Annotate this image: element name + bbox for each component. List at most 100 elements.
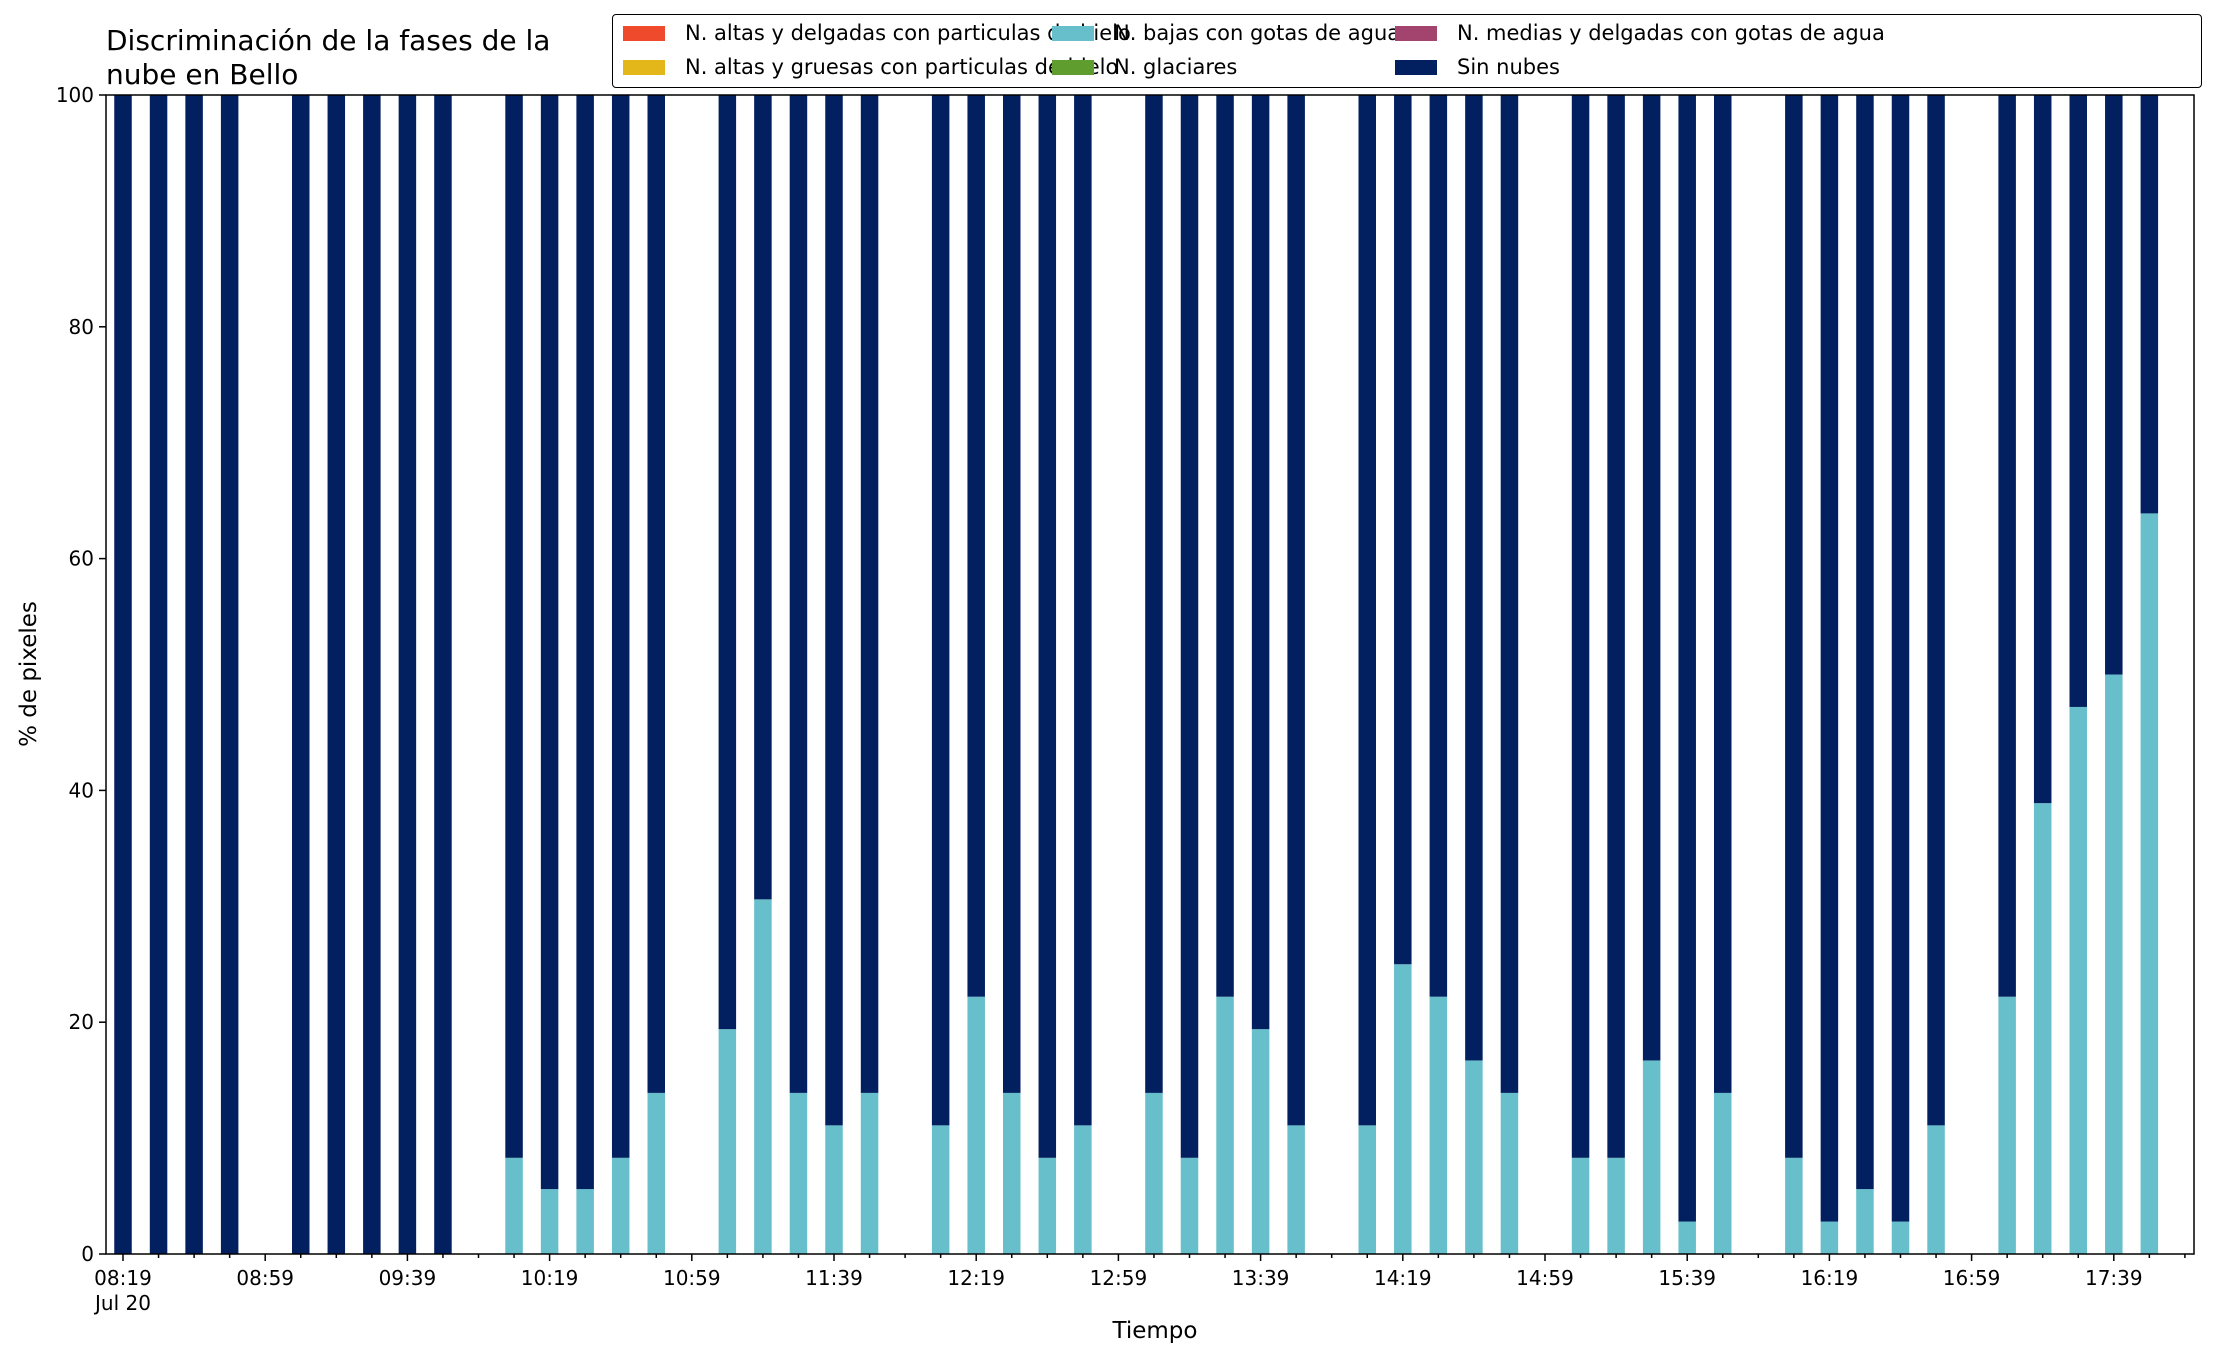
- bar-segment-5-8: [398, 95, 417, 1254]
- bar-segment-5-47: [1785, 95, 1803, 1158]
- legend-swatch-2: [1052, 25, 1094, 41]
- bar-segment-2-15: [647, 1092, 665, 1254]
- legend-label-3: N. glaciares: [1114, 55, 1238, 79]
- bar-segment-5-56: [2105, 95, 2123, 675]
- bar-segment-5-54: [2033, 95, 2052, 804]
- bar-segment-2-13: [576, 1189, 594, 1254]
- bar-segment-2-11: [505, 1157, 523, 1254]
- legend-swatch-4: [1395, 25, 1437, 41]
- legend-swatch-1: [623, 59, 665, 75]
- legend-item-2: N. bajas con gotas de agua: [1052, 16, 1400, 50]
- bar-segment-5-20: [825, 95, 843, 1126]
- y-axis: 0 20 40 60 80 100: [56, 83, 106, 1266]
- x-tick-label-4: 10:59: [663, 1266, 721, 1290]
- bar-segment-5-50: [1891, 95, 1910, 1222]
- bar-segment-5-7: [363, 95, 381, 1254]
- bar-segment-5-49: [1856, 95, 1874, 1190]
- legend-item-3: N. glaciares: [1052, 50, 1237, 84]
- x-tick-label-7: 12:59: [1090, 1266, 1148, 1290]
- x-tick-label-3: 10:19: [521, 1266, 579, 1290]
- bar-segment-2-42: [1607, 1157, 1625, 1254]
- y-tick-label-4: 80: [69, 315, 94, 339]
- bar-segment-2-24: [967, 996, 985, 1254]
- bar-segment-2-38: [1465, 1060, 1483, 1254]
- bar-segment-2-29: [1145, 1092, 1163, 1254]
- bar-segment-2-17: [718, 1029, 737, 1254]
- legend-swatch-5: [1395, 59, 1437, 75]
- bar-segment-5-42: [1607, 95, 1625, 1158]
- bar-segment-5-3: [220, 95, 239, 1254]
- bar-segment-5-57: [2140, 95, 2159, 514]
- x-date-label: Jul 20: [93, 1291, 151, 1315]
- bar-segment-5-17: [718, 95, 737, 1030]
- y-tick-label-1: 20: [69, 1010, 94, 1034]
- legend-label-5: Sin nubes: [1457, 55, 1560, 79]
- bar-segment-2-32: [1251, 1029, 1270, 1254]
- bar-segment-2-30: [1180, 1157, 1199, 1254]
- bar-segment-2-12: [540, 1189, 559, 1254]
- x-tick-label-14: 17:39: [2085, 1266, 2143, 1290]
- bar-segment-5-24: [967, 95, 985, 997]
- bar-segment-5-25: [1003, 95, 1021, 1093]
- bar-segment-2-48: [1820, 1221, 1839, 1254]
- x-tick-label-1: 08:59: [236, 1266, 294, 1290]
- bar-segment-2-31: [1216, 996, 1234, 1254]
- x-tick-label-0: 08:19: [94, 1266, 152, 1290]
- bar-segment-5-44: [1678, 95, 1696, 1222]
- bar-segment-5-15: [647, 95, 665, 1093]
- bar-segment-5-18: [754, 95, 772, 900]
- bar-segment-5-23: [931, 95, 950, 1126]
- bar-segment-2-21: [860, 1092, 879, 1254]
- bar-segment-2-44: [1678, 1221, 1696, 1254]
- y-tick-label-0: 0: [81, 1242, 94, 1266]
- bar-segment-5-41: [1571, 95, 1590, 1158]
- bar-segment-5-2: [185, 95, 203, 1254]
- bar-segment-2-35: [1358, 1125, 1376, 1254]
- bar-segment-2-19: [789, 1092, 808, 1254]
- bar-segment-5-55: [2069, 95, 2087, 707]
- bar-segment-5-43: [1642, 95, 1661, 1061]
- bar-segment-5-11: [505, 95, 523, 1158]
- bar-segment-5-0: [114, 95, 132, 1254]
- legend-swatch-0: [623, 25, 665, 41]
- bar-segment-2-51: [1927, 1125, 1945, 1254]
- x-tick-label-10: 14:59: [1516, 1266, 1574, 1290]
- bar-segment-2-18: [754, 899, 772, 1254]
- chart-title: Discriminación de la fases de la nube en…: [106, 24, 551, 91]
- bar-segment-2-53: [1998, 996, 2016, 1254]
- bar-segment-2-54: [2033, 803, 2052, 1254]
- bar-segment-2-27: [1074, 1125, 1092, 1254]
- x-axis-label: Tiempo: [1112, 1318, 1198, 1344]
- bar-segment-5-38: [1465, 95, 1483, 1061]
- bar-segment-5-32: [1251, 95, 1270, 1030]
- legend-swatch-3: [1052, 59, 1094, 75]
- bar-segment-5-19: [789, 95, 808, 1093]
- bar-segment-2-26: [1038, 1157, 1057, 1254]
- bar-segment-2-33: [1287, 1125, 1305, 1254]
- bar-segment-5-29: [1145, 95, 1163, 1093]
- legend: N. altas y delgadas con particulas de hi…: [612, 14, 2202, 88]
- x-axis: 08:19 08:59 09:39 10:19 10:59 11:39 12:19 12:59…: [93, 1254, 2186, 1315]
- bar-segment-5-39: [1500, 95, 1519, 1093]
- bar-segment-5-48: [1820, 95, 1839, 1222]
- legend-label-2: N. bajas con gotas de agua: [1114, 21, 1401, 45]
- bar-segment-5-13: [576, 95, 594, 1190]
- y-tick-label-5: 100: [56, 83, 94, 107]
- bars-layer: [114, 95, 2159, 1254]
- bar-segment-5-31: [1216, 95, 1234, 997]
- bar-segment-2-37: [1429, 996, 1448, 1254]
- bar-segment-2-50: [1891, 1221, 1910, 1254]
- y-tick-label-3: 60: [69, 547, 94, 571]
- bar-segment-5-12: [540, 95, 559, 1190]
- bar-segment-2-45: [1714, 1092, 1732, 1254]
- bar-segment-5-5: [292, 95, 310, 1254]
- legend-item-5: Sin nubes: [1395, 50, 1560, 84]
- bar-segment-5-14: [611, 95, 630, 1158]
- bar-segment-5-33: [1287, 95, 1305, 1126]
- bar-segment-5-27: [1074, 95, 1092, 1126]
- bar-segment-2-41: [1571, 1157, 1590, 1254]
- x-tick-label-2: 09:39: [379, 1266, 437, 1290]
- x-tick-label-12: 16:19: [1801, 1266, 1859, 1290]
- bar-segment-5-26: [1038, 95, 1057, 1158]
- bar-segment-2-14: [611, 1157, 630, 1254]
